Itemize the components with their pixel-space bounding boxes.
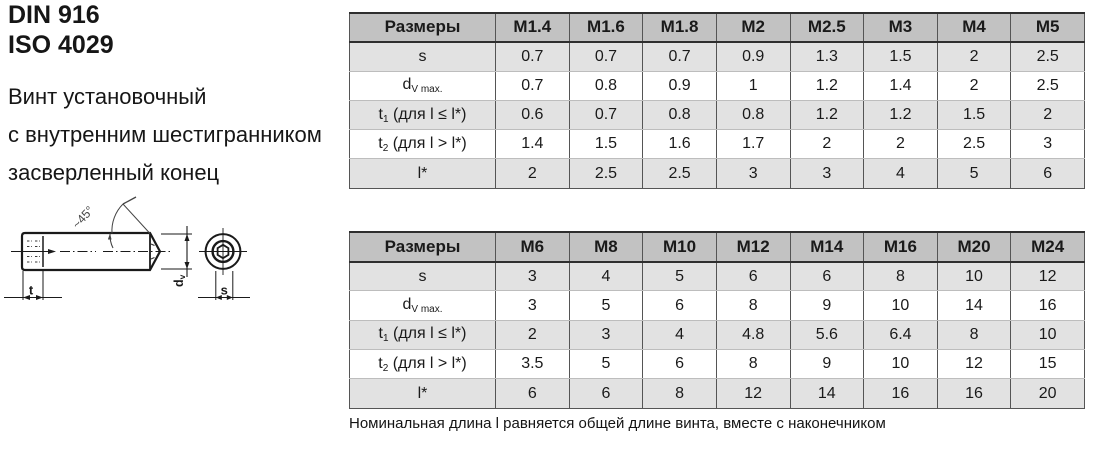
svg-text:s: s	[221, 283, 228, 298]
svg-text:t: t	[29, 283, 34, 298]
svg-text:~45°: ~45°	[69, 203, 96, 231]
svg-text:dv: dv	[172, 274, 187, 287]
